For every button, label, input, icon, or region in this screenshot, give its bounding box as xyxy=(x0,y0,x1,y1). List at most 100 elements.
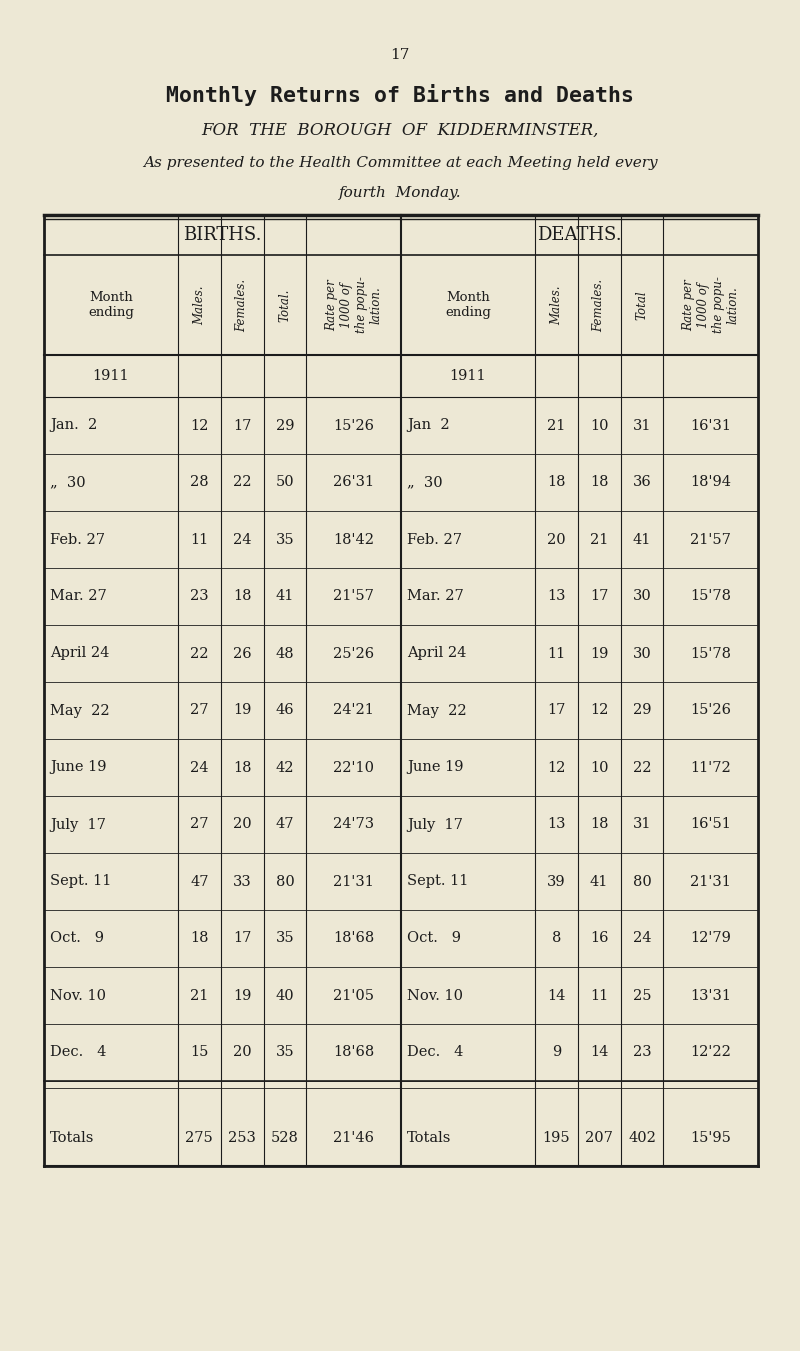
Text: April 24: April 24 xyxy=(407,647,466,661)
Text: Females.: Females. xyxy=(593,278,606,331)
Text: May  22: May 22 xyxy=(407,704,466,717)
Text: 48: 48 xyxy=(276,647,294,661)
Text: 12: 12 xyxy=(190,419,209,432)
Text: 30: 30 xyxy=(633,589,651,604)
Text: Month
ending: Month ending xyxy=(445,290,491,319)
Text: As presented to the Health Committee at each Meeting held every: As presented to the Health Committee at … xyxy=(142,155,658,170)
Text: Monthly Returns of Births and Deaths: Monthly Returns of Births and Deaths xyxy=(166,84,634,105)
Text: 18: 18 xyxy=(547,476,566,489)
Text: 18: 18 xyxy=(590,476,608,489)
Text: 16'31: 16'31 xyxy=(690,419,731,432)
Text: 31: 31 xyxy=(633,817,651,831)
Text: June 19: June 19 xyxy=(407,761,463,774)
Text: 18: 18 xyxy=(590,817,608,831)
Text: 19: 19 xyxy=(233,989,251,1002)
Text: 27: 27 xyxy=(190,817,209,831)
Text: 16'51: 16'51 xyxy=(690,817,731,831)
Text: Month
ending: Month ending xyxy=(88,290,134,319)
Text: 18'68: 18'68 xyxy=(333,931,374,946)
Text: 80: 80 xyxy=(275,874,294,889)
Text: Total: Total xyxy=(635,290,649,320)
Text: Feb. 27: Feb. 27 xyxy=(50,532,105,547)
Text: 39: 39 xyxy=(547,874,566,889)
Text: 46: 46 xyxy=(276,704,294,717)
Text: 30: 30 xyxy=(633,647,651,661)
Text: 17: 17 xyxy=(233,419,251,432)
Text: Totals: Totals xyxy=(407,1131,451,1144)
Text: 10: 10 xyxy=(590,761,608,774)
Text: Dec.   4: Dec. 4 xyxy=(50,1046,106,1059)
Text: 13: 13 xyxy=(547,589,566,604)
Text: 42: 42 xyxy=(276,761,294,774)
Text: 17: 17 xyxy=(390,49,410,62)
Text: 25'26: 25'26 xyxy=(333,647,374,661)
Text: 12'79: 12'79 xyxy=(690,931,731,946)
Text: 41: 41 xyxy=(633,532,651,547)
Text: 21'05: 21'05 xyxy=(333,989,374,1002)
Text: 26: 26 xyxy=(233,647,251,661)
Text: 40: 40 xyxy=(276,989,294,1002)
Text: 35: 35 xyxy=(276,1046,294,1059)
Text: 22: 22 xyxy=(233,476,251,489)
Text: 12: 12 xyxy=(590,704,608,717)
Text: 14: 14 xyxy=(590,1046,608,1059)
Text: 24: 24 xyxy=(633,931,651,946)
Text: „  30: „ 30 xyxy=(407,476,442,489)
Text: 18'68: 18'68 xyxy=(333,1046,374,1059)
Text: 24: 24 xyxy=(190,761,209,774)
Text: 80: 80 xyxy=(633,874,651,889)
Text: 29: 29 xyxy=(633,704,651,717)
Text: 23: 23 xyxy=(633,1046,651,1059)
Text: 12: 12 xyxy=(547,761,566,774)
Text: 25: 25 xyxy=(633,989,651,1002)
Text: 19: 19 xyxy=(590,647,608,661)
Text: 18: 18 xyxy=(233,589,251,604)
Text: Males.: Males. xyxy=(193,285,206,324)
Text: 1911: 1911 xyxy=(93,369,130,382)
Text: 26'31: 26'31 xyxy=(333,476,374,489)
Text: 207: 207 xyxy=(585,1131,613,1144)
Text: May  22: May 22 xyxy=(50,704,110,717)
Text: Females.: Females. xyxy=(236,278,249,331)
Text: Rate per
1000 of
the popu-
lation.: Rate per 1000 of the popu- lation. xyxy=(682,277,740,334)
Text: 19: 19 xyxy=(233,704,251,717)
Text: July  17: July 17 xyxy=(50,817,106,831)
Text: 35: 35 xyxy=(276,931,294,946)
Text: 15'78: 15'78 xyxy=(690,589,731,604)
Text: 402: 402 xyxy=(628,1131,656,1144)
Text: 28: 28 xyxy=(190,476,209,489)
Text: BIRTHS.: BIRTHS. xyxy=(183,226,262,245)
Text: fourth  Monday.: fourth Monday. xyxy=(338,186,462,200)
Text: Oct.   9: Oct. 9 xyxy=(50,931,104,946)
Text: June 19: June 19 xyxy=(50,761,106,774)
Text: 10: 10 xyxy=(590,419,608,432)
Text: 17: 17 xyxy=(233,931,251,946)
Text: 20: 20 xyxy=(233,817,251,831)
Text: „  30: „ 30 xyxy=(50,476,86,489)
Text: 24'21: 24'21 xyxy=(334,704,374,717)
Text: 17: 17 xyxy=(547,704,566,717)
Text: 21: 21 xyxy=(190,989,209,1002)
Text: Dec.   4: Dec. 4 xyxy=(407,1046,463,1059)
Text: 47: 47 xyxy=(190,874,209,889)
Text: 22: 22 xyxy=(190,647,209,661)
Text: 9: 9 xyxy=(552,1046,561,1059)
Text: Nov. 10: Nov. 10 xyxy=(50,989,106,1002)
Text: 23: 23 xyxy=(190,589,209,604)
Text: 21: 21 xyxy=(547,419,566,432)
Text: 18: 18 xyxy=(233,761,251,774)
Text: 1911: 1911 xyxy=(450,369,486,382)
Text: 21: 21 xyxy=(590,532,608,547)
Text: 15'78: 15'78 xyxy=(690,647,731,661)
Text: Males.: Males. xyxy=(550,285,562,324)
Text: Mar. 27: Mar. 27 xyxy=(407,589,464,604)
Text: 18'42: 18'42 xyxy=(333,532,374,547)
Text: Oct.   9: Oct. 9 xyxy=(407,931,461,946)
Text: 17: 17 xyxy=(590,589,608,604)
Text: 21'31: 21'31 xyxy=(334,874,374,889)
Text: 195: 195 xyxy=(542,1131,570,1144)
Text: 18: 18 xyxy=(190,931,209,946)
Text: 528: 528 xyxy=(271,1131,299,1144)
Text: FOR  THE  BOROUGH  OF  KIDDERMINSTER,: FOR THE BOROUGH OF KIDDERMINSTER, xyxy=(202,122,598,139)
Text: Jan.  2: Jan. 2 xyxy=(50,419,98,432)
